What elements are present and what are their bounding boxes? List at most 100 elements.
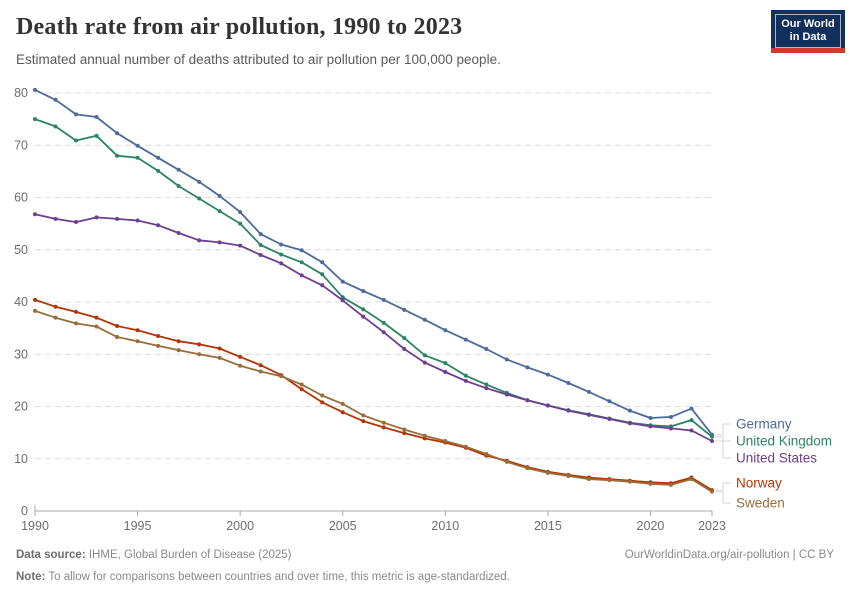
- data-point-marker-norway[interactable]: [217, 346, 222, 351]
- data-point-marker-sweden[interactable]: [422, 433, 427, 438]
- data-point-marker-sweden[interactable]: [320, 393, 325, 398]
- data-point-marker-sweden[interactable]: [135, 339, 140, 344]
- data-point-marker-norway[interactable]: [258, 363, 263, 368]
- data-point-marker-united-states[interactable]: [566, 408, 571, 413]
- data-point-marker-united-states[interactable]: [627, 421, 632, 426]
- data-point-marker-germany[interactable]: [176, 167, 181, 172]
- data-point-marker-germany[interactable]: [607, 399, 612, 404]
- data-point-marker-united-kingdom[interactable]: [279, 252, 284, 257]
- data-point-marker-united-kingdom[interactable]: [238, 221, 243, 226]
- data-point-marker-united-kingdom[interactable]: [402, 336, 407, 341]
- data-point-marker-united-states[interactable]: [279, 261, 284, 266]
- data-point-marker-united-states[interactable]: [176, 231, 181, 236]
- data-point-marker-united-states[interactable]: [197, 238, 202, 243]
- data-point-marker-sweden[interactable]: [586, 477, 591, 482]
- data-point-marker-united-states[interactable]: [94, 215, 99, 220]
- data-point-marker-germany[interactable]: [299, 248, 304, 253]
- data-point-marker-united-states[interactable]: [217, 240, 222, 245]
- data-point-marker-germany[interactable]: [443, 328, 448, 333]
- data-point-marker-sweden[interactable]: [238, 363, 243, 368]
- data-point-marker-germany[interactable]: [402, 307, 407, 312]
- series-line-united-kingdom[interactable]: [34, 118, 713, 438]
- data-point-marker-united-states[interactable]: [443, 370, 448, 375]
- data-point-marker-germany[interactable]: [33, 87, 37, 92]
- series-line-norway[interactable]: [34, 298, 713, 492]
- data-point-marker-norway[interactable]: [238, 354, 243, 359]
- data-point-marker-united-states[interactable]: [422, 360, 427, 365]
- data-point-marker-norway[interactable]: [176, 339, 181, 344]
- data-point-marker-sweden[interactable]: [361, 413, 366, 418]
- data-point-marker-united-kingdom[interactable]: [176, 184, 181, 189]
- series-line-united-states[interactable]: [34, 213, 713, 442]
- data-point-marker-norway[interactable]: [320, 400, 325, 405]
- data-point-marker-united-states[interactable]: [586, 412, 591, 417]
- data-point-marker-united-kingdom[interactable]: [443, 361, 448, 366]
- data-point-marker-germany[interactable]: [504, 357, 509, 362]
- data-point-marker-united-states[interactable]: [668, 426, 673, 431]
- series-label-united-states[interactable]: United States: [736, 451, 817, 466]
- data-point-marker-united-states[interactable]: [258, 252, 263, 257]
- series-label-norway[interactable]: Norway: [736, 476, 782, 491]
- data-point-marker-germany[interactable]: [156, 155, 161, 160]
- data-point-marker-united-states[interactable]: [135, 218, 140, 223]
- data-point-marker-sweden[interactable]: [525, 466, 530, 471]
- data-point-marker-germany[interactable]: [361, 289, 366, 294]
- data-point-marker-united-kingdom[interactable]: [33, 117, 37, 122]
- data-point-marker-united-kingdom[interactable]: [361, 307, 366, 312]
- series-label-sweden[interactable]: Sweden: [736, 496, 785, 511]
- data-point-marker-united-states[interactable]: [156, 223, 161, 228]
- data-point-marker-sweden[interactable]: [648, 481, 653, 486]
- data-point-marker-united-states[interactable]: [484, 386, 489, 391]
- data-point-marker-norway[interactable]: [115, 324, 120, 329]
- series-line-sweden[interactable]: [34, 309, 713, 493]
- data-point-marker-germany[interactable]: [279, 242, 284, 247]
- data-point-marker-germany[interactable]: [94, 115, 99, 120]
- data-point-marker-germany[interactable]: [238, 210, 243, 215]
- data-point-marker-norway[interactable]: [402, 431, 407, 436]
- data-point-marker-united-kingdom[interactable]: [115, 153, 120, 158]
- data-point-marker-germany[interactable]: [586, 389, 591, 394]
- data-point-marker-sweden[interactable]: [566, 473, 571, 478]
- data-point-marker-united-kingdom[interactable]: [299, 260, 304, 265]
- data-point-marker-norway[interactable]: [53, 304, 58, 309]
- data-point-marker-germany[interactable]: [545, 372, 550, 377]
- data-point-marker-sweden[interactable]: [156, 343, 161, 348]
- data-point-marker-norway[interactable]: [299, 387, 304, 392]
- data-point-marker-germany[interactable]: [135, 143, 140, 148]
- data-point-marker-norway[interactable]: [340, 410, 345, 415]
- data-point-marker-united-states[interactable]: [545, 403, 550, 408]
- data-point-marker-sweden[interactable]: [74, 321, 79, 326]
- data-point-marker-sweden[interactable]: [689, 477, 694, 482]
- data-point-marker-united-states[interactable]: [689, 428, 694, 433]
- data-point-marker-sweden[interactable]: [33, 308, 37, 313]
- data-point-marker-united-states[interactable]: [648, 424, 653, 429]
- data-point-marker-sweden[interactable]: [545, 470, 550, 475]
- data-point-marker-united-kingdom[interactable]: [463, 373, 468, 378]
- data-point-marker-germany[interactable]: [689, 406, 694, 411]
- data-point-marker-sweden[interactable]: [381, 420, 386, 425]
- data-point-marker-germany[interactable]: [422, 317, 427, 322]
- data-point-marker-united-states[interactable]: [381, 330, 386, 335]
- data-point-marker-sweden[interactable]: [504, 459, 509, 464]
- data-point-marker-sweden[interactable]: [340, 401, 345, 406]
- data-point-marker-united-kingdom[interactable]: [710, 434, 714, 439]
- data-point-marker-sweden[interactable]: [279, 374, 284, 379]
- data-point-marker-germany[interactable]: [197, 179, 202, 184]
- data-point-marker-sweden[interactable]: [94, 324, 99, 329]
- data-point-marker-united-kingdom[interactable]: [94, 133, 99, 138]
- data-point-marker-norway[interactable]: [135, 328, 140, 333]
- data-point-marker-united-states[interactable]: [33, 212, 37, 217]
- data-point-marker-norway[interactable]: [381, 425, 386, 430]
- data-point-marker-united-states[interactable]: [710, 438, 714, 443]
- data-point-marker-united-kingdom[interactable]: [74, 138, 79, 143]
- data-point-marker-germany[interactable]: [381, 297, 386, 302]
- data-point-marker-united-states[interactable]: [299, 273, 304, 278]
- data-point-marker-germany[interactable]: [484, 347, 489, 352]
- series-label-united-kingdom[interactable]: United Kingdom: [736, 434, 832, 449]
- data-point-marker-united-kingdom[interactable]: [258, 243, 263, 248]
- data-point-marker-sweden[interactable]: [402, 427, 407, 432]
- data-point-marker-sweden[interactable]: [53, 315, 58, 320]
- data-point-marker-germany[interactable]: [320, 260, 325, 265]
- data-point-marker-germany[interactable]: [340, 279, 345, 284]
- owid-url-link[interactable]: OurWorldinData.org/air-pollution | CC BY: [624, 549, 834, 561]
